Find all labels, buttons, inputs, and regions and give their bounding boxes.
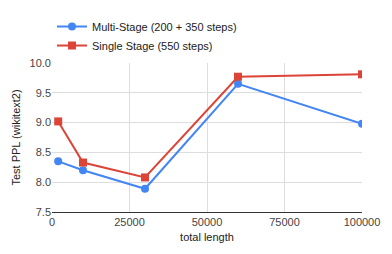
- svg-text:25000: 25000: [114, 216, 145, 228]
- svg-text:Single Stage (550 steps): Single Stage (550 steps): [92, 40, 212, 52]
- svg-text:9.0: 9.0: [36, 116, 51, 128]
- svg-text:10.0: 10.0: [30, 57, 51, 69]
- svg-text:8.0: 8.0: [36, 176, 51, 188]
- svg-text:75000: 75000: [269, 216, 300, 228]
- svg-text:0: 0: [49, 216, 55, 228]
- svg-text:50000: 50000: [192, 216, 223, 228]
- svg-text:total length: total length: [180, 231, 234, 243]
- svg-text:Multi-Stage (200 + 350 steps): Multi-Stage (200 + 350 steps): [92, 21, 237, 33]
- svg-text:9.5: 9.5: [36, 87, 51, 99]
- svg-text:100000: 100000: [344, 216, 381, 228]
- svg-text:Test PPL (wikitext2): Test PPL (wikitext2): [10, 89, 22, 185]
- svg-text:8.5: 8.5: [36, 146, 51, 158]
- svg-text:7.5: 7.5: [36, 206, 51, 218]
